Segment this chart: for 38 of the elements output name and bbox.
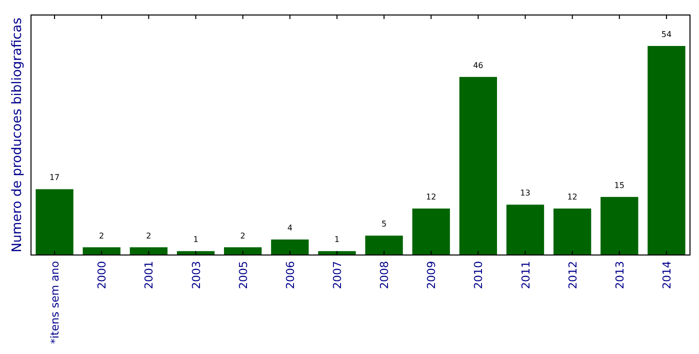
x-tick-label: 2014 bbox=[660, 261, 674, 289]
data-label: 2 bbox=[99, 231, 104, 240]
x-tick-label: 2008 bbox=[378, 261, 392, 289]
bar bbox=[365, 236, 403, 255]
data-label: 1 bbox=[334, 235, 340, 244]
bar bbox=[648, 46, 686, 255]
x-tick-label: *itens sem ano bbox=[48, 260, 62, 344]
bar bbox=[271, 240, 309, 255]
bar bbox=[36, 189, 74, 255]
bar bbox=[600, 196, 638, 255]
x-tick-label: 2006 bbox=[284, 261, 297, 289]
x-tick-label: 2000 bbox=[96, 261, 109, 289]
x-tick-label: 2007 bbox=[330, 261, 344, 289]
data-label: 1 bbox=[193, 235, 198, 244]
data-label: 15 bbox=[614, 180, 624, 190]
data-label: 46 bbox=[473, 60, 484, 70]
x-tick-label: 2013 bbox=[613, 261, 626, 289]
x-tick-label: 2005 bbox=[236, 261, 250, 289]
data-label: 54 bbox=[661, 30, 672, 39]
x-tick-label: 2003 bbox=[190, 261, 203, 289]
data-label: 5 bbox=[381, 220, 387, 229]
data-label: 12 bbox=[567, 192, 578, 202]
data-label: 4 bbox=[287, 224, 292, 233]
x-tick-label: 2010 bbox=[472, 261, 486, 289]
data-label: 13 bbox=[520, 188, 530, 198]
data-label: 2 bbox=[240, 231, 246, 240]
bar bbox=[412, 208, 450, 255]
x-tick-label: 2012 bbox=[566, 261, 580, 289]
data-label: 2 bbox=[146, 231, 152, 240]
y-axis-title: Numero de producoes bibliograficas bbox=[10, 17, 25, 252]
data-label: 12 bbox=[426, 192, 436, 202]
x-tick-label: 2009 bbox=[425, 261, 438, 289]
data-label: 17 bbox=[49, 173, 60, 182]
x-tick-label: 2011 bbox=[519, 261, 532, 289]
bar bbox=[506, 204, 544, 255]
bar bbox=[553, 208, 592, 255]
bar bbox=[459, 76, 498, 255]
x-tick-label: 2001 bbox=[142, 261, 156, 289]
